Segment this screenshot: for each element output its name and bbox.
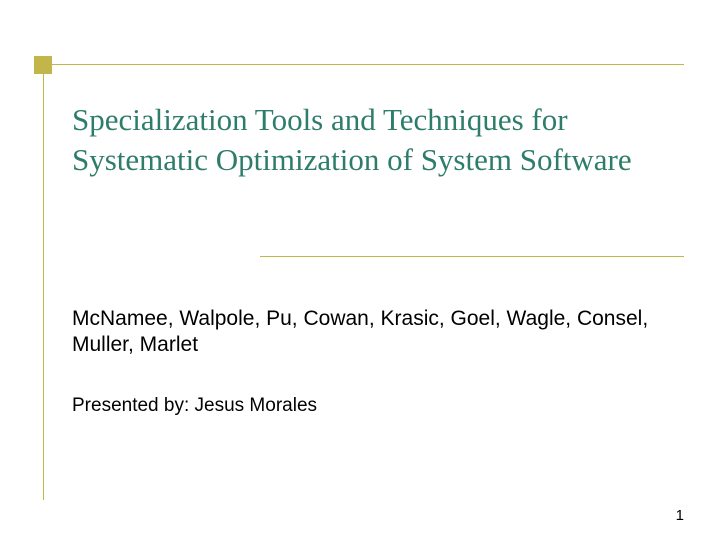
- authors-text: McNamee, Walpole, Pu, Cowan, Krasic, Goe…: [72, 306, 662, 359]
- presenter-text: Presented by: Jesus Morales: [72, 395, 317, 417]
- title-divider: [260, 256, 684, 257]
- page-number: 1: [676, 507, 684, 524]
- frame-line-top: [52, 64, 684, 65]
- frame-line-left: [43, 74, 44, 500]
- slide-title: Specialization Tools and Techniques for …: [72, 100, 662, 179]
- accent-square: [34, 56, 52, 74]
